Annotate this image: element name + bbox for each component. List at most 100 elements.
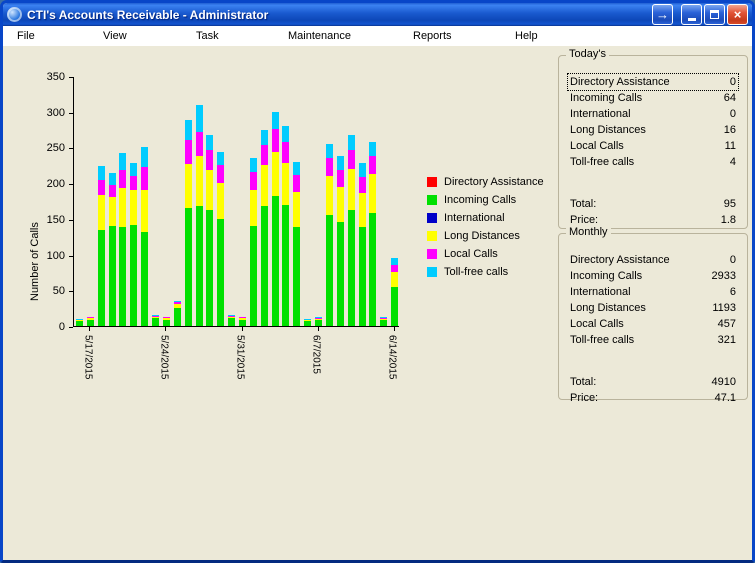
bar-5-19-2015 [108, 173, 116, 326]
x-tick-label: 5/31/2015 [234, 335, 246, 380]
bar-segment-toll-free-calls [358, 163, 366, 178]
bar-5-31-2015 [239, 316, 246, 326]
menu-item-file[interactable]: File [17, 30, 35, 42]
monthly-panel-title: Monthly [566, 226, 611, 238]
today-panel: Today's Directory Assistance 0 Incoming Ca… [558, 48, 748, 229]
bar-segment-local-calls [162, 317, 170, 319]
bar-segment-incoming-calls [173, 308, 181, 326]
menu-item-reports[interactable]: Reports [413, 30, 452, 42]
legend-swatch [427, 231, 437, 241]
x-tick-label: 6/7/2015 [310, 335, 322, 374]
maximize-button[interactable] [704, 4, 725, 25]
bar-segment-incoming-calls [76, 321, 83, 326]
bar-segment-long-distances [119, 188, 127, 228]
bar-segment-local-calls [271, 128, 279, 152]
legend-label: Incoming Calls [444, 194, 517, 206]
chart-legend: Directory Assistance Incoming Calls Intern… [427, 176, 544, 278]
menu-item-task[interactable]: Task [196, 30, 219, 42]
bar-segment-toll-free-calls [162, 316, 170, 318]
stat-label: Long Distances [570, 302, 646, 314]
bar-segment-local-calls [108, 184, 116, 198]
menu-bar: File View Task Maintenance Reports Help [3, 26, 752, 46]
bar-segment-long-distances [315, 318, 323, 321]
bar-segment-toll-free-calls [228, 315, 236, 317]
stat-row-local-calls: Local Calls 457 [568, 316, 738, 332]
bar-segment-long-distances [184, 163, 192, 209]
monthly-panel-totals: Total: 4910 Price: 47.1 [559, 348, 747, 406]
menu-item-view[interactable]: View [103, 30, 127, 42]
bar-5-22-2015 [141, 147, 149, 326]
y-tick [69, 112, 73, 114]
y-axis: 0 50 100 150 200 250 300 350 [3, 71, 65, 333]
stat-label: Directory Assistance [570, 254, 670, 266]
menu-item-help[interactable]: Help [515, 30, 538, 42]
legend-entry-toll-free-calls: Toll-free calls [427, 266, 544, 278]
legend-entry-directory-assistance: Directory Assistance [427, 176, 544, 188]
bar-segment-toll-free-calls [184, 120, 192, 141]
bar-segment-toll-free-calls [271, 111, 279, 129]
bar-segment-incoming-calls [347, 210, 355, 326]
bar-segment-long-distances [369, 173, 377, 214]
stat-label: Local Calls [570, 318, 624, 330]
bar-segment-toll-free-calls [315, 317, 323, 319]
bar-segment-local-calls [86, 317, 94, 319]
legend-swatch [427, 213, 437, 223]
stat-row-incoming-calls: Incoming Calls 64 [568, 90, 738, 106]
x-tick-label: 5/17/2015 [82, 335, 94, 380]
stat-label: Toll-free calls [570, 334, 635, 346]
bar-segment-long-distances [130, 190, 138, 225]
plot-area [69, 77, 399, 328]
bar-segment-long-distances [173, 303, 181, 309]
bar-segment-long-distances [293, 191, 301, 228]
bar-segment-toll-free-calls [217, 152, 225, 166]
bar-segment-local-calls [119, 169, 127, 189]
stat-label: Incoming Calls [570, 92, 643, 104]
extra-button[interactable]: → [652, 4, 673, 25]
bar-5-25-2015 [173, 301, 181, 326]
calls-chart: Number of Calls 0 50 100 150 200 250 300 350 5/… [3, 46, 548, 446]
bar-segment-toll-free-calls [108, 173, 116, 185]
total-label: Total: [570, 198, 597, 210]
legend-label: Long Distances [444, 230, 520, 242]
bar-segment-toll-free-calls [130, 163, 138, 177]
app-icon[interactable] [7, 7, 22, 22]
bar-segment-long-distances [249, 190, 257, 226]
bar-6-8-2015 [325, 143, 333, 326]
bar-6-1-2015 [249, 158, 257, 326]
legend-label: Toll-free calls [444, 266, 509, 278]
close-button[interactable]: × [727, 4, 748, 25]
title-bar[interactable]: CTI's Accounts Receivable - Administrato… [3, 3, 752, 26]
minimize-button[interactable] [681, 4, 702, 25]
bar-segment-incoming-calls [217, 218, 225, 326]
bar-6-11-2015 [358, 163, 366, 326]
today-total-row: Total: 95 [568, 196, 738, 212]
bar-segment-local-calls [239, 317, 246, 319]
x-axis: 5/17/2015 5/24/2015 5/31/2015 6/7/2015 6/14/… [73, 327, 403, 408]
bar-segment-incoming-calls [86, 319, 94, 326]
bar-segment-toll-free-calls [347, 134, 355, 151]
bar-segment-long-distances [347, 168, 355, 211]
bar-segment-local-calls [195, 131, 203, 156]
bar-segment-local-calls [369, 156, 377, 174]
bar-segment-local-calls [206, 150, 214, 171]
bar-segment-incoming-calls [249, 226, 257, 326]
legend-swatch [427, 267, 437, 277]
monthly-price-row: Price: 47.1 [568, 390, 738, 406]
bar-segment-local-calls [130, 176, 138, 191]
bar-segment-incoming-calls [119, 227, 127, 326]
menu-item-maintenance[interactable]: Maintenance [288, 30, 351, 42]
bar-segment-long-distances [76, 320, 83, 321]
stat-value: 0 [729, 76, 736, 88]
bar-5-23-2015 [152, 315, 160, 326]
y-tick-label: 250 [46, 142, 65, 155]
bar-segment-local-calls [391, 265, 399, 273]
bar-5-17-2015 [86, 316, 94, 326]
bar-segment-toll-free-calls [249, 158, 257, 173]
bar-segment-long-distances [239, 318, 246, 320]
stat-value: 321 [717, 334, 736, 346]
bar-segment-long-distances [97, 195, 105, 230]
bar-segment-local-calls [293, 174, 301, 192]
bar-segment-long-distances [108, 197, 116, 226]
bar-5-21-2015 [130, 163, 138, 326]
stat-label: Long Distances [570, 124, 646, 136]
